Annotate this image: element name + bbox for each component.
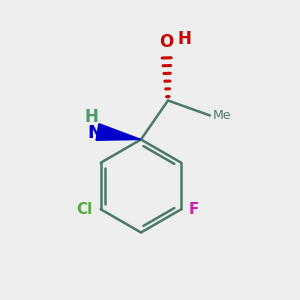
Text: H: H	[178, 30, 191, 48]
Polygon shape	[96, 124, 141, 140]
Text: Me: Me	[212, 109, 231, 122]
Text: O: O	[159, 33, 174, 51]
Text: H: H	[85, 108, 98, 126]
Text: N: N	[87, 124, 102, 142]
Text: Cl: Cl	[76, 202, 92, 217]
Text: F: F	[189, 202, 199, 217]
